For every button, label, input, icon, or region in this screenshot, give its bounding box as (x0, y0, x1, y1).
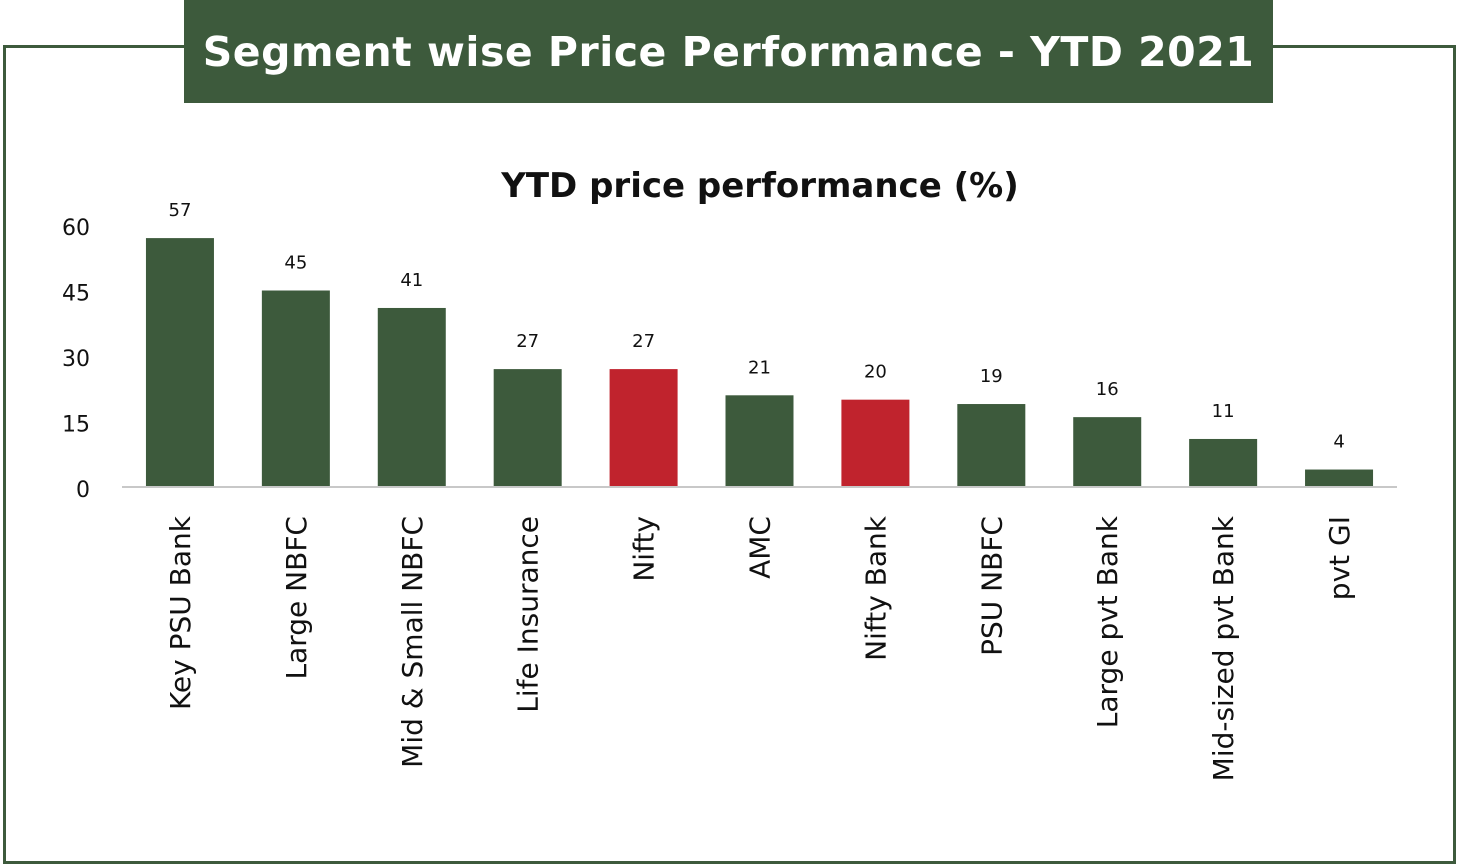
y-tick-label: 15 (62, 413, 90, 438)
data-label: 21 (748, 357, 771, 378)
y-tick-label: 30 (62, 347, 90, 372)
data-label: 57 (169, 200, 192, 221)
category-label: Large NBFC (280, 516, 313, 680)
data-label: 41 (400, 270, 423, 291)
bar (957, 404, 1026, 487)
category-label: Life Insurance (512, 516, 545, 713)
bar (377, 307, 446, 487)
bar (145, 238, 214, 487)
category-label: Nifty Bank (859, 515, 892, 661)
bars (145, 238, 1374, 487)
data-label: 4 (1333, 432, 1344, 453)
category-label: Large pvt Bank (1091, 515, 1124, 728)
data-labels: 57 45 41 27 27 21 20 19 16 11 4 (169, 200, 1345, 452)
bar (493, 369, 562, 487)
data-label: 16 (1096, 379, 1119, 400)
y-axis-ticks: 0 15 30 45 60 (62, 216, 90, 503)
category-label: Nifty (628, 516, 661, 582)
bar (725, 395, 794, 487)
data-label: 27 (516, 331, 539, 352)
data-label: 20 (864, 362, 887, 383)
header-banner: Segment wise Price Performance - YTD 202… (184, 0, 1273, 103)
data-label: 11 (1212, 401, 1235, 422)
category-label: Mid-sized pvt Bank (1207, 515, 1240, 781)
bar (1189, 438, 1258, 487)
data-label: 27 (632, 331, 655, 352)
bar (261, 290, 330, 487)
bar (1073, 417, 1142, 487)
y-tick-label: 0 (76, 478, 90, 503)
y-tick-label: 45 (62, 282, 90, 307)
category-label: Key PSU Bank (164, 515, 197, 710)
category-label: AMC (744, 516, 777, 579)
category-label: pvt GI (1323, 516, 1356, 600)
bar (841, 399, 910, 487)
y-tick-label: 60 (62, 216, 90, 241)
page-title: Segment wise Price Performance - YTD 202… (202, 27, 1255, 76)
category-label: Mid & Small NBFC (396, 516, 429, 768)
category-labels: Key PSU Bank Large NBFC Mid & Small NBFC Li… (164, 515, 1356, 781)
bar (1305, 469, 1374, 487)
data-label: 45 (284, 253, 307, 274)
chart-title: YTD price performance (%) (500, 166, 1019, 206)
category-label: PSU NBFC (975, 516, 1008, 656)
data-label: 19 (980, 366, 1003, 387)
bar (609, 369, 678, 487)
